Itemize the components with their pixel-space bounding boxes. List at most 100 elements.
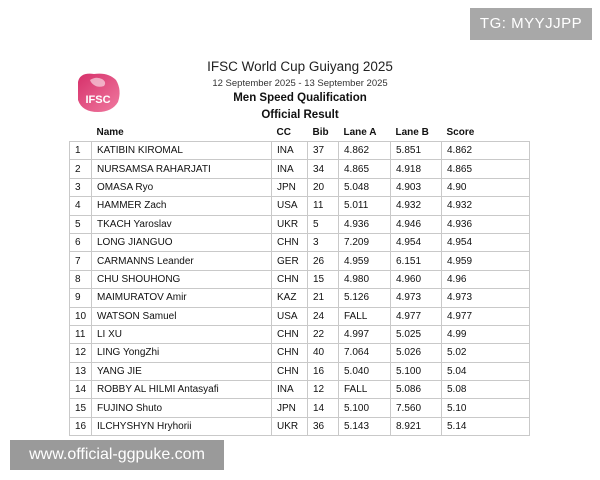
score-cell: 4.932	[441, 196, 530, 216]
cc-cell: CHN	[271, 232, 308, 253]
lane-a-cell: 5.100	[338, 398, 391, 418]
rank-cell: 9	[69, 288, 92, 308]
cc-cell: CHN	[271, 361, 308, 382]
rank-cell: 10	[69, 306, 92, 326]
lane-b-cell: 5.100	[390, 361, 442, 382]
name-cell: KATIBIN KIROMAL	[91, 140, 272, 161]
table-row: 9 MAIMURATOV Amir KAZ 21 5.126 4.973 4.973	[69, 288, 530, 308]
table-header-row: Name CC Bib Lane A Lane B Score	[70, 124, 530, 142]
bib-cell: 15	[307, 269, 339, 290]
logo-text: IFSC	[85, 94, 110, 106]
cc-cell: INA	[271, 380, 308, 400]
table-row: 1 KATIBIN KIROMAL INA 37 4.862 5.851 4.862	[69, 140, 530, 161]
score-cell: 4.973	[441, 288, 530, 308]
lane-b-cell: 8.921	[390, 416, 442, 437]
cc-cell: UKR	[271, 416, 308, 437]
cc-cell: CHN	[271, 324, 308, 345]
bib-cell: 37	[307, 140, 339, 161]
lane-a-cell: 5.048	[338, 177, 391, 198]
name-cell: OMASA Ryo	[91, 177, 272, 198]
bib-cell: 36	[307, 416, 339, 437]
name-cell: MAIMURATOV Amir	[91, 288, 272, 308]
result-status: Official Result	[261, 109, 339, 121]
name-cell: YANG JIE	[91, 361, 272, 382]
website-watermark: www.official-ggpuke.com	[10, 440, 224, 470]
lane-b-cell: 5.086	[390, 380, 442, 400]
name-cell: ROBBY AL HILMI Antasyafi	[91, 380, 272, 400]
bib-cell: 34	[307, 159, 339, 179]
lane-a-cell: 4.959	[338, 251, 391, 271]
rank-cell: 16	[69, 416, 92, 437]
rank-cell: 2	[69, 159, 92, 179]
rank-cell: 8	[69, 269, 92, 290]
lane-a-cell: FALL	[338, 380, 391, 400]
lane-a-cell: 5.143	[338, 416, 391, 437]
name-cell: FUJINO Shuto	[91, 398, 272, 418]
name-cell: CARMANNS Leander	[91, 251, 272, 271]
score-cell: 4.954	[441, 232, 530, 253]
bib-cell: 12	[307, 380, 339, 400]
results-table: Name CC Bib Lane A Lane B Score 1 KATIBIN…	[69, 124, 530, 437]
score-cell: 5.14	[441, 416, 530, 437]
bib-cell: 3	[307, 232, 339, 253]
score-cell: 4.862	[441, 140, 530, 161]
cc-cell: CHN	[271, 269, 308, 290]
table-row: 8 CHU SHOUHONG CHN 15 4.980 4.960 4.96	[69, 269, 530, 290]
lane-b-cell: 4.903	[390, 177, 442, 198]
lane-a-cell: 4.980	[338, 269, 391, 290]
table-row: 11 LI XU CHN 22 4.997 5.025 4.99	[69, 324, 530, 345]
header-lane-b: Lane B	[395, 127, 429, 138]
lane-b-cell: 7.560	[390, 398, 442, 418]
name-cell: CHU SHOUHONG	[91, 269, 272, 290]
lane-a-cell: 4.936	[338, 214, 391, 234]
table-row: 7 CARMANNS Leander GER 26 4.959 6.151 4.959	[69, 251, 530, 271]
name-cell: NURSAMSA RAHARJATI	[91, 159, 272, 179]
lane-a-cell: FALL	[338, 306, 391, 326]
lane-b-cell: 5.851	[390, 140, 442, 161]
score-cell: 5.10	[441, 398, 530, 418]
table-row: 3 OMASA Ryo JPN 20 5.048 4.903 4.90	[69, 177, 530, 198]
competition-title: IFSC World Cup Guiyang 2025	[207, 59, 393, 74]
rank-cell: 5	[69, 214, 92, 234]
lane-b-cell: 6.151	[390, 251, 442, 271]
score-cell: 5.04	[441, 361, 530, 382]
bib-cell: 16	[307, 361, 339, 382]
telegram-badge: TG: MYYJJPP	[470, 8, 592, 40]
header-lane-a: Lane A	[343, 127, 377, 138]
ifsc-logo: IFSC	[78, 73, 120, 112]
table-row: 14 ROBBY AL HILMI Antasyafi INA 12 FALL 5.086…	[69, 380, 530, 400]
header-name: Name	[96, 127, 124, 138]
name-cell: WATSON Samuel	[91, 306, 272, 326]
lane-b-cell: 4.954	[390, 232, 442, 253]
header-cc: CC	[276, 127, 291, 138]
lane-a-cell: 4.997	[338, 324, 391, 345]
cc-cell: JPN	[271, 177, 308, 198]
results-body: 1 KATIBIN KIROMAL INA 37 4.862 5.851 4.862 2 NUR…	[69, 140, 530, 437]
rank-cell: 6	[69, 232, 92, 253]
bib-cell: 24	[307, 306, 339, 326]
lane-b-cell: 4.973	[390, 288, 442, 308]
cc-cell: GER	[271, 251, 308, 271]
lane-a-cell: 7.209	[338, 232, 391, 253]
table-row: 2 NURSAMSA RAHARJATI INA 34 4.865 4.918 4.865	[69, 159, 530, 179]
cc-cell: INA	[271, 140, 308, 161]
cc-cell: JPN	[271, 398, 308, 418]
table-row: 16 ILCHYSHYN Hryhorii UKR 36 5.143 8.921 5.14	[69, 416, 530, 437]
lane-b-cell: 4.946	[390, 214, 442, 234]
bib-cell: 5	[307, 214, 339, 234]
cc-cell: CHN	[271, 343, 308, 363]
header-score: Score	[446, 127, 475, 138]
rank-cell: 3	[69, 177, 92, 198]
bib-cell: 21	[307, 288, 339, 308]
table-row: 5 TKACH Yaroslav UKR 5 4.936 4.946 4.936	[69, 214, 530, 234]
competition-dates: 12 September 2025 - 13 September 2025	[212, 78, 388, 89]
rank-cell: 14	[69, 380, 92, 400]
rank-cell: 15	[69, 398, 92, 418]
score-cell: 4.936	[441, 214, 530, 234]
name-cell: LONG JIANGUO	[91, 232, 272, 253]
score-cell: 4.977	[441, 306, 530, 326]
score-cell: 4.99	[441, 324, 530, 345]
lane-a-cell: 7.064	[338, 343, 391, 363]
score-cell: 4.90	[441, 177, 530, 198]
rank-cell: 13	[69, 361, 92, 382]
